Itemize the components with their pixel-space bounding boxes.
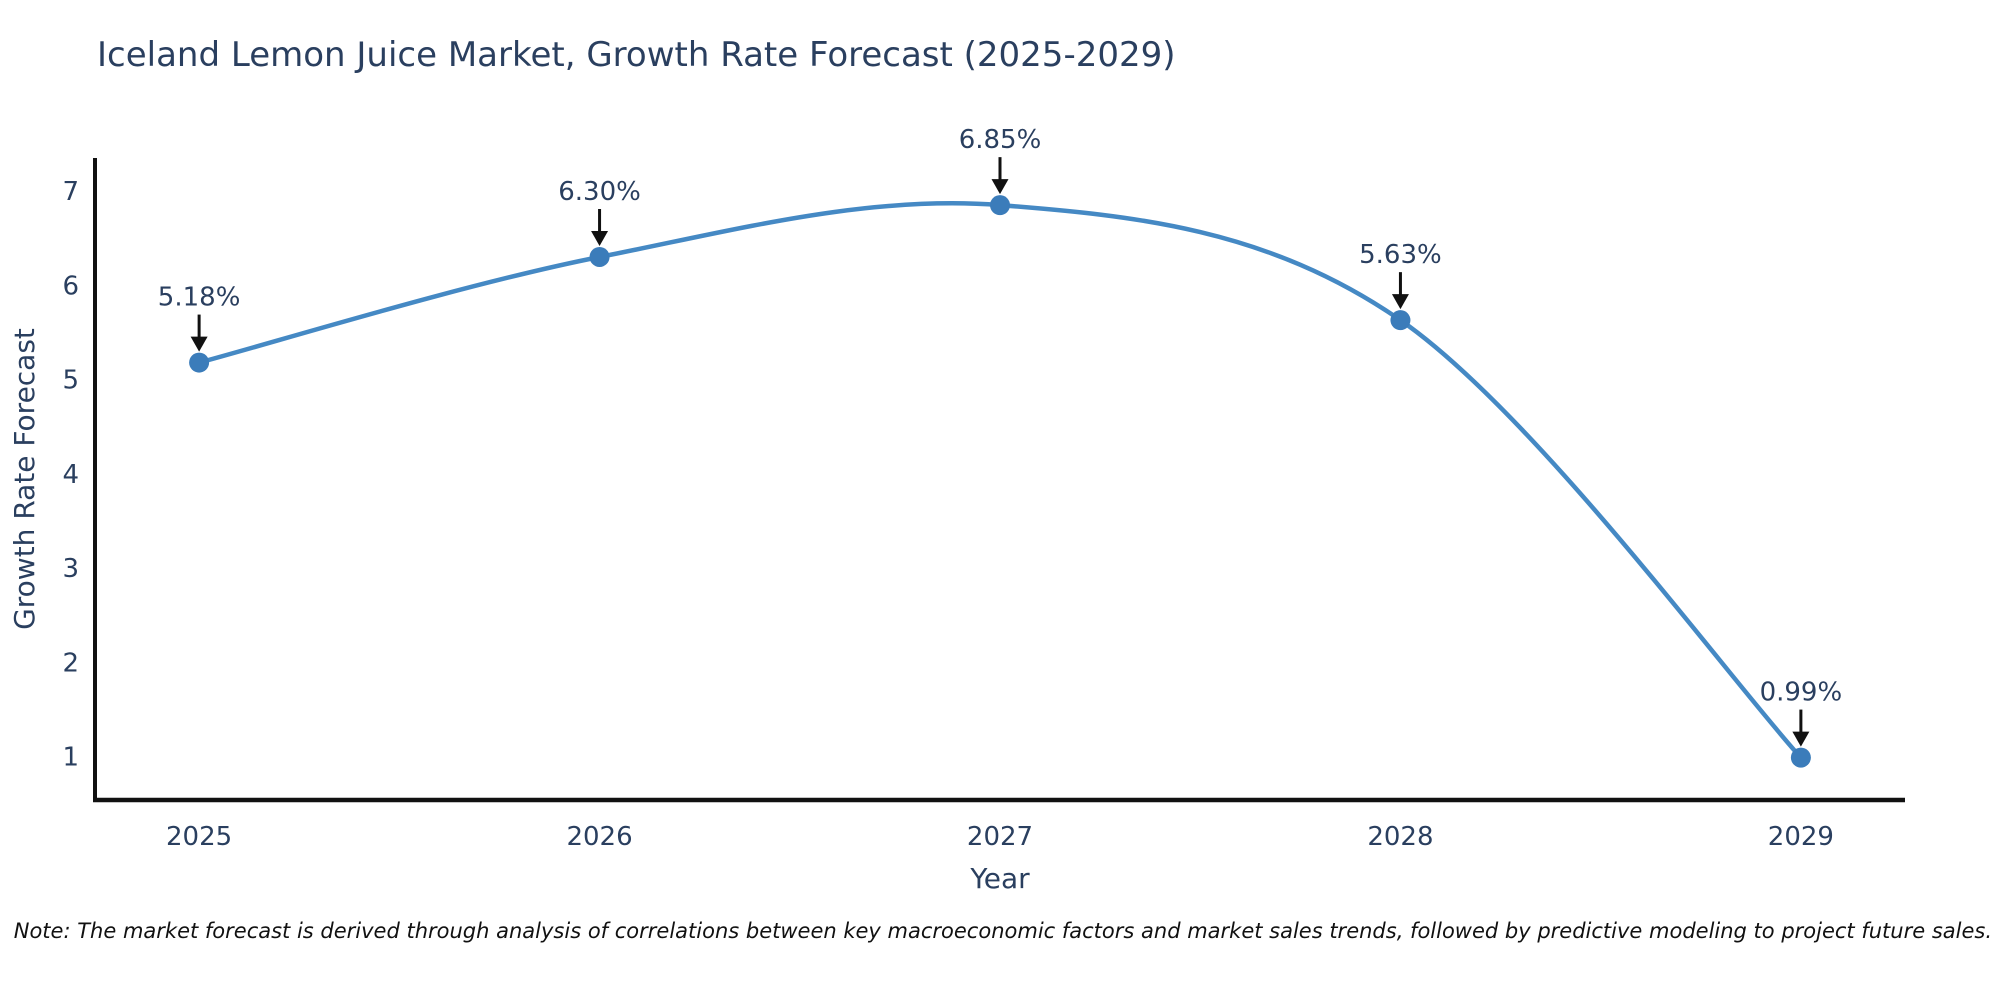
- x-tick-label-2025: 2025: [166, 822, 232, 852]
- y-tick-label-2: 2: [62, 648, 79, 678]
- x-tick-label-2029: 2029: [1768, 822, 1834, 852]
- x-tick-label-2028: 2028: [1367, 822, 1433, 852]
- y-tick-label-6: 6: [62, 271, 79, 301]
- annotation-arrowhead-icon: [190, 336, 208, 352]
- annotation-arrowhead-icon: [1391, 294, 1409, 310]
- y-tick-label-5: 5: [62, 366, 79, 396]
- chart-title: Iceland Lemon Juice Market, Growth Rate …: [97, 35, 1176, 75]
- x-axis-title: Year: [969, 862, 1030, 895]
- annotation-label-2029: 0.99%: [1760, 678, 1843, 708]
- data-point-2025[interactable]: [189, 352, 210, 373]
- annotation-arrowhead-icon: [1792, 731, 1810, 747]
- annotation-label-2028: 5.63%: [1359, 240, 1442, 270]
- data-point-2028[interactable]: [1390, 310, 1411, 331]
- y-axis-title: Growth Rate Forecast: [8, 328, 41, 630]
- x-tick-label-2026: 2026: [566, 822, 632, 852]
- x-tick-label-2027: 2027: [967, 822, 1033, 852]
- plot-area: 1 2 3 4 5 6 7 2025 2026 2027 2028 2029 5.18% 6.30% 6.8…: [62, 125, 1905, 852]
- footnote: Note: The market forecast is derived thr…: [14, 919, 1992, 943]
- annotation-label-2026: 6.30%: [558, 177, 641, 207]
- annotation-arrowhead-icon: [991, 179, 1009, 195]
- data-point-2029[interactable]: [1790, 747, 1811, 768]
- y-tick-label-1: 1: [62, 743, 79, 773]
- annotation-arrowhead-icon: [591, 230, 609, 246]
- annotation-label-2025: 5.18%: [158, 283, 241, 313]
- y-tick-label-7: 7: [62, 177, 79, 207]
- y-tick-label-3: 3: [62, 554, 79, 584]
- y-tick-label-4: 4: [62, 460, 79, 490]
- forecast-line: [196, 201, 1804, 760]
- data-point-2027[interactable]: [990, 195, 1010, 216]
- annotation-label-2027: 6.85%: [959, 125, 1042, 155]
- data-point-2026[interactable]: [589, 246, 610, 267]
